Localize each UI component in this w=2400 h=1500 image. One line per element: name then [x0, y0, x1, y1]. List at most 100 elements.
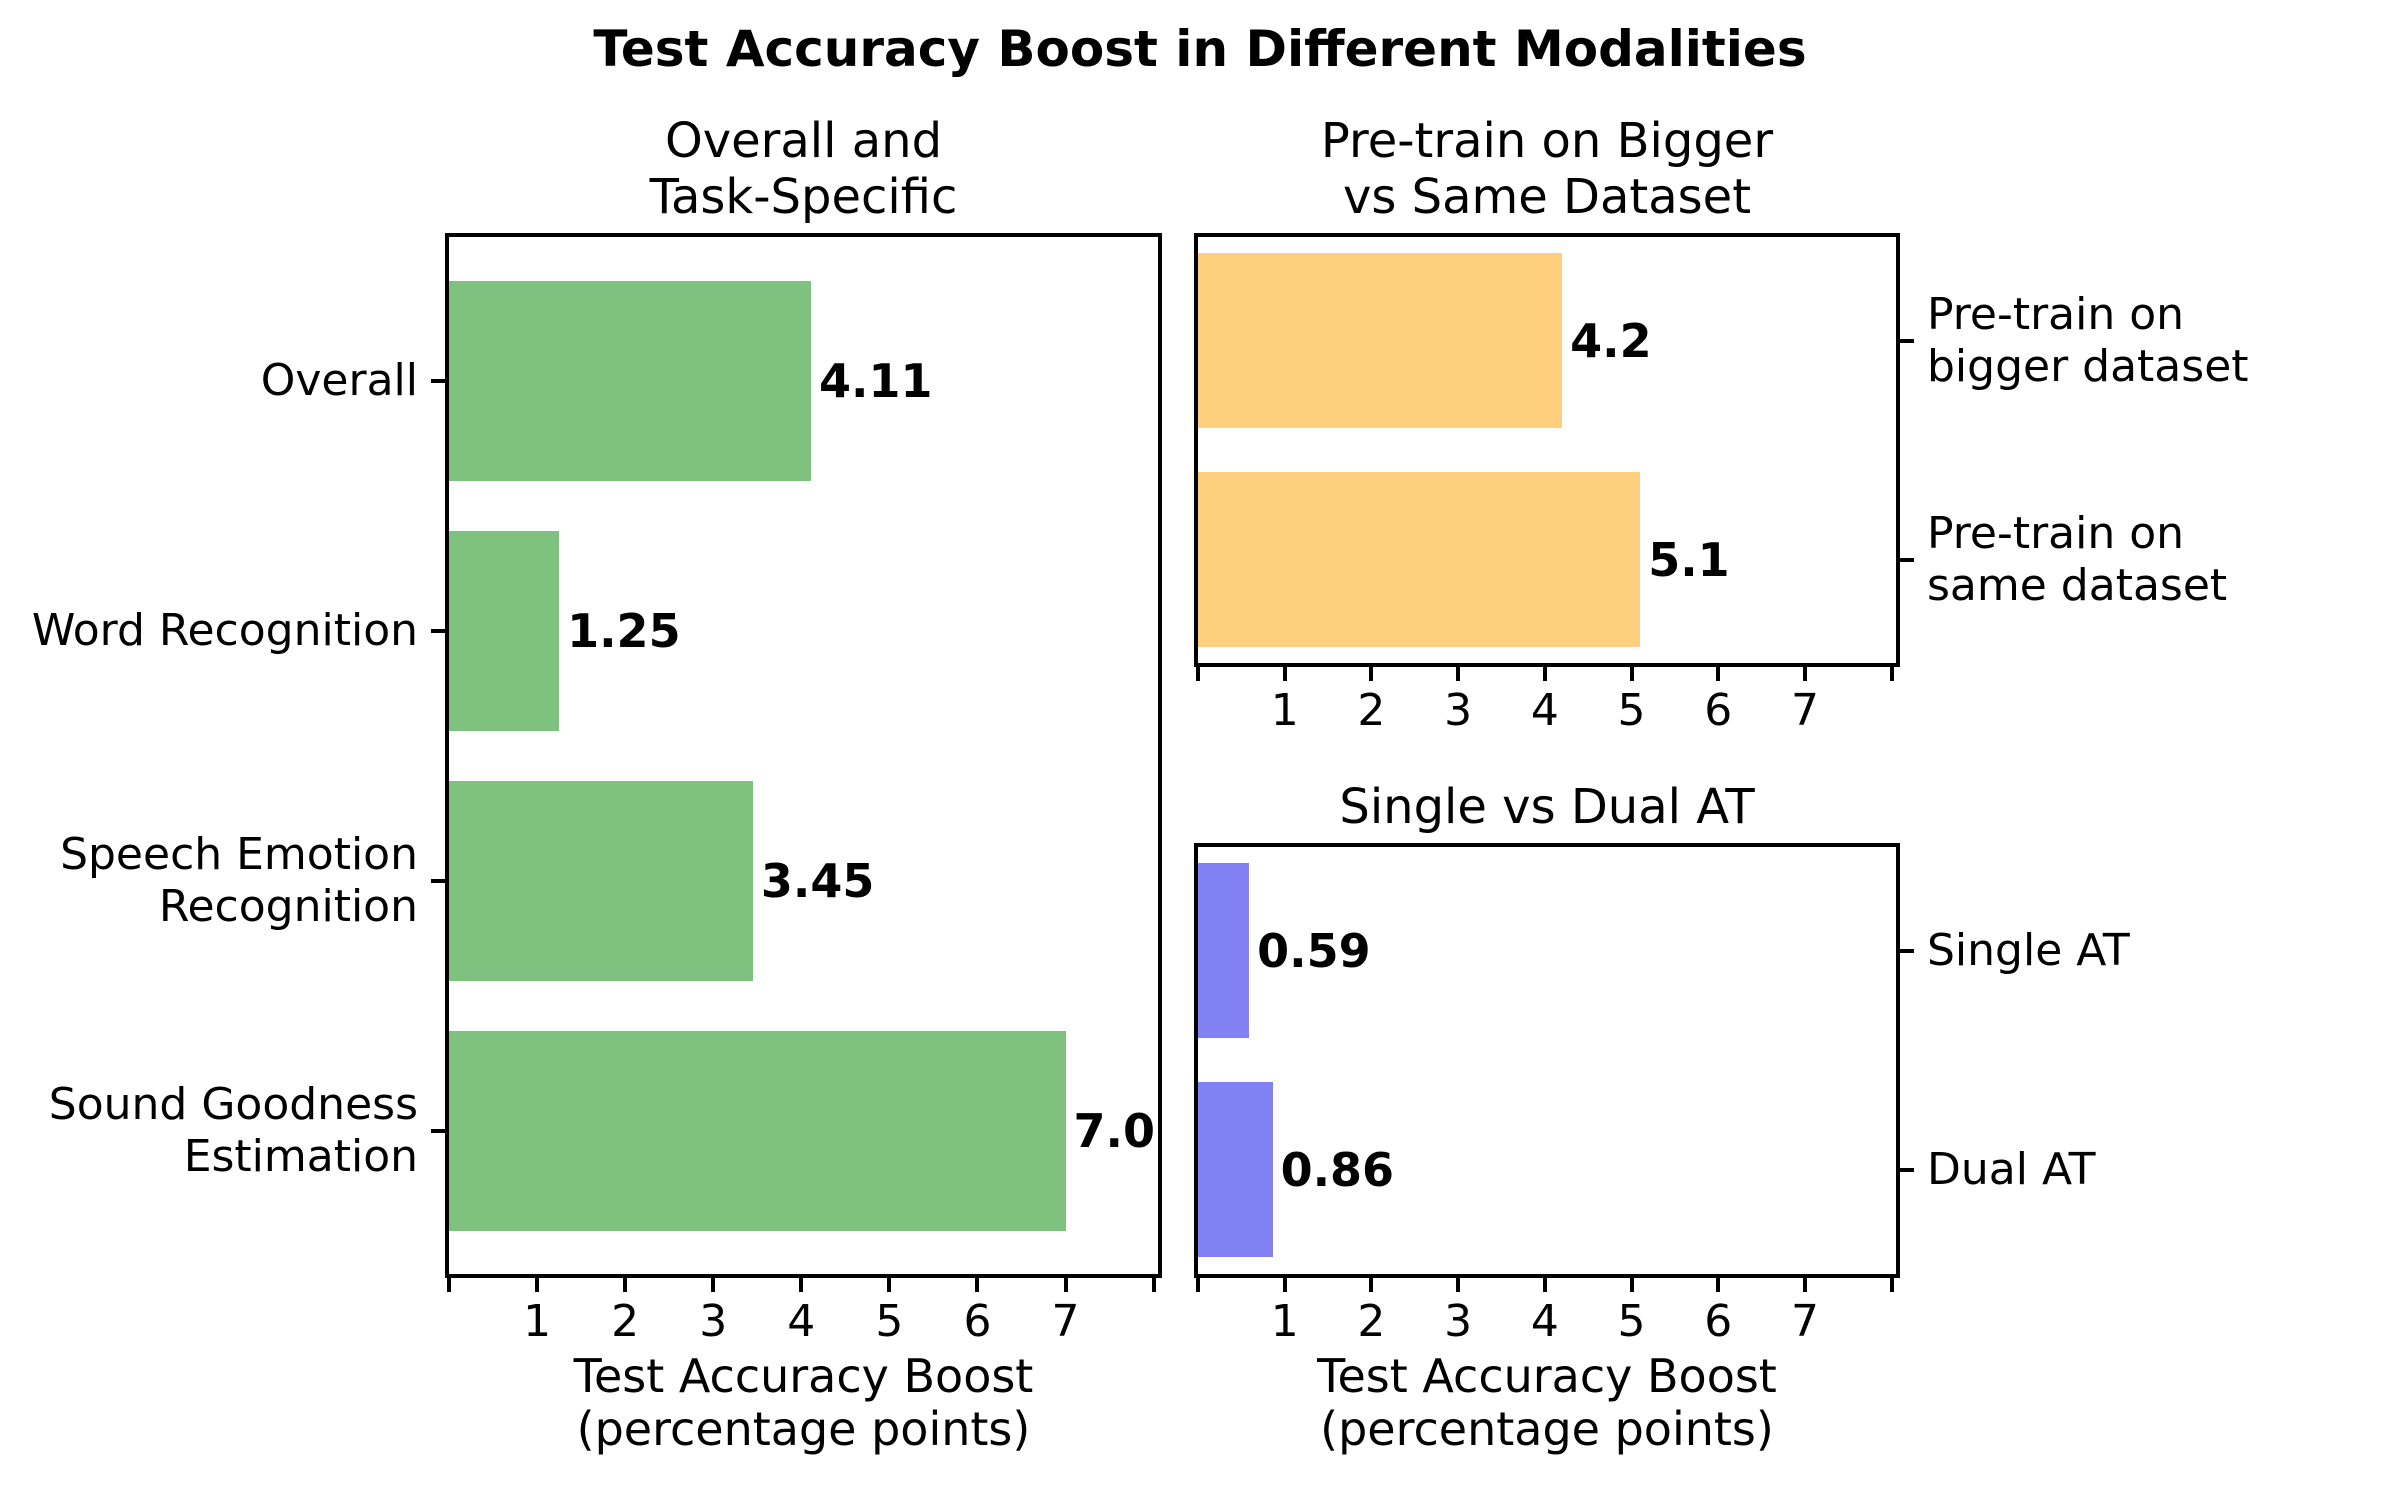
bar-value-label: 5.1 [1648, 532, 1730, 587]
x-tick-label: 1 [523, 1296, 552, 1347]
axes-title: Overall and Task-Specific [229, 113, 1378, 225]
bar [449, 1031, 1066, 1231]
bar-value-label: 0.59 [1257, 923, 1371, 978]
bar [1198, 253, 1563, 428]
axes-title-line: Pre-train on Bigger [1320, 113, 1774, 169]
x-tick-label: 3 [1444, 685, 1473, 736]
category-label: Dual AT [1927, 1144, 2096, 1196]
x-tick-mark [1802, 1278, 1807, 1292]
x-tick-label: 4 [787, 1296, 816, 1347]
category-label-line: Pre-train on [1927, 288, 2185, 340]
x-axis-label-line: Test Accuracy Boost [1317, 1349, 1777, 1403]
x-tick-label: 5 [1617, 685, 1646, 736]
x-tick-label: 3 [699, 1296, 728, 1347]
x-tick-label: 5 [1617, 1296, 1646, 1347]
x-tick-mark [887, 1278, 892, 1292]
x-tick-mark [1369, 667, 1374, 681]
category-label: Pre-train on bigger dataset [1927, 289, 2249, 393]
x-tick-mark [1282, 667, 1287, 681]
x-tick-label: 5 [875, 1296, 904, 1347]
x-tick-label: 2 [611, 1296, 640, 1347]
x-tick-label: 7 [1051, 1296, 1080, 1347]
x-tick-mark [535, 1278, 540, 1292]
category-label-line: Overall [260, 355, 418, 406]
x-tick-mark [1456, 667, 1461, 681]
x-tick-label: 1 [1270, 685, 1299, 736]
x-axis-label-line: (percentage points) [1320, 1402, 1774, 1456]
category-tick-mark [431, 379, 445, 383]
category-label: Sound Goodness Estimation [49, 1079, 418, 1183]
axes-overall-task-specific: Overall and Task-Specific 4.11 Overall 1.25 W… [32, 113, 1162, 1456]
x-tick-mark [1542, 667, 1547, 681]
x-tick-label: 1 [1270, 1296, 1299, 1347]
category-tick-mark [431, 879, 445, 883]
x-tick-label: 6 [963, 1296, 992, 1347]
category-label-line: Recognition [158, 881, 418, 932]
x-tick-label: 4 [1530, 1296, 1559, 1347]
category-label-line: Pre-train on [1927, 507, 2185, 559]
bar-value-label: 0.86 [1280, 1142, 1395, 1197]
bar [1198, 863, 1250, 1038]
x-tick-mark [1282, 1278, 1287, 1292]
category-label-line: same dataset [1927, 559, 2228, 611]
x-axis-label: Test Accuracy Boost (percentage points) [349, 1350, 1258, 1456]
axes-pretrain-bigger-vs-same: Pre-train on Bigger vs Same Dataset 4.2 Pre… [1194, 113, 2249, 735]
category-label-line: Single AT [1927, 924, 2130, 976]
axes-title-line: Overall and [664, 113, 943, 169]
axes-single-vs-dual-at: Single vs Dual AT 0.59 Single AT 0.86 Dual A… [1194, 779, 2130, 1456]
axes-title: Single vs Dual AT [978, 779, 2116, 835]
x-tick-label: 4 [1530, 685, 1559, 736]
category-label-line: Sound Goodness [48, 1079, 418, 1130]
category-tick-mark [1900, 338, 1914, 343]
bar [449, 781, 753, 981]
category-label: Overall [261, 355, 418, 407]
x-tick-mark [975, 1278, 980, 1292]
category-label: Pre-train on same dataset [1927, 508, 2227, 612]
category-label-line: Dual AT [1927, 1143, 2096, 1195]
axes-title: Pre-train on Bigger vs Same Dataset [978, 113, 2116, 225]
category-tick-mark [1900, 1167, 1914, 1172]
x-tick-mark [1889, 667, 1894, 681]
x-tick-mark [1196, 1278, 1200, 1292]
x-tick-mark [1716, 1278, 1721, 1292]
x-tick-mark [1063, 1278, 1068, 1292]
bar [1198, 1082, 1273, 1257]
x-tick-mark [1629, 1278, 1634, 1292]
x-tick-mark [623, 1278, 628, 1292]
x-axis-label: Test Accuracy Boost (percentage points) [1098, 1350, 1996, 1456]
x-axis-label-line: (percentage points) [576, 1402, 1031, 1456]
x-tick-mark [799, 1278, 804, 1292]
category-tick-mark [431, 629, 445, 633]
x-tick-mark [447, 1278, 451, 1292]
bar-value-label: 1.25 [567, 604, 681, 658]
category-label: Single AT [1927, 925, 2130, 977]
x-axis-label-line: Test Accuracy Boost [573, 1349, 1034, 1403]
bar-value-label: 7.0 [1073, 1104, 1156, 1158]
x-tick-mark [1456, 1278, 1461, 1292]
axes-title-line: Single vs Dual AT [1339, 779, 1755, 835]
x-tick-label: 6 [1704, 685, 1733, 736]
x-tick-mark [1196, 667, 1200, 681]
bar-value-label: 3.45 [760, 854, 875, 908]
axes-title-line: vs Same Dataset [1342, 169, 1752, 225]
bar [449, 531, 560, 731]
category-label-line: Word Recognition [31, 605, 418, 656]
x-tick-label: 2 [1357, 685, 1386, 736]
category-label-line: bigger dataset [1927, 340, 2249, 392]
x-tick-label: 7 [1790, 685, 1819, 736]
x-tick-mark [1369, 1278, 1374, 1292]
x-tick-mark [1889, 1278, 1894, 1292]
x-tick-label: 3 [1444, 1296, 1473, 1347]
axes-title-line: Task-Specific [649, 169, 958, 225]
bar-value-label: 4.2 [1570, 313, 1652, 368]
category-label-line: Speech Emotion [60, 829, 418, 880]
category-tick-mark [1900, 948, 1914, 953]
category-label: Word Recognition [32, 605, 418, 657]
category-label-line: Estimation [183, 1131, 418, 1182]
x-tick-mark [1542, 1278, 1547, 1292]
bar [449, 281, 811, 481]
bar-value-label: 4.11 [818, 354, 933, 408]
category-label: Speech Emotion Recognition [60, 829, 418, 933]
x-tick-label: 6 [1704, 1296, 1733, 1347]
